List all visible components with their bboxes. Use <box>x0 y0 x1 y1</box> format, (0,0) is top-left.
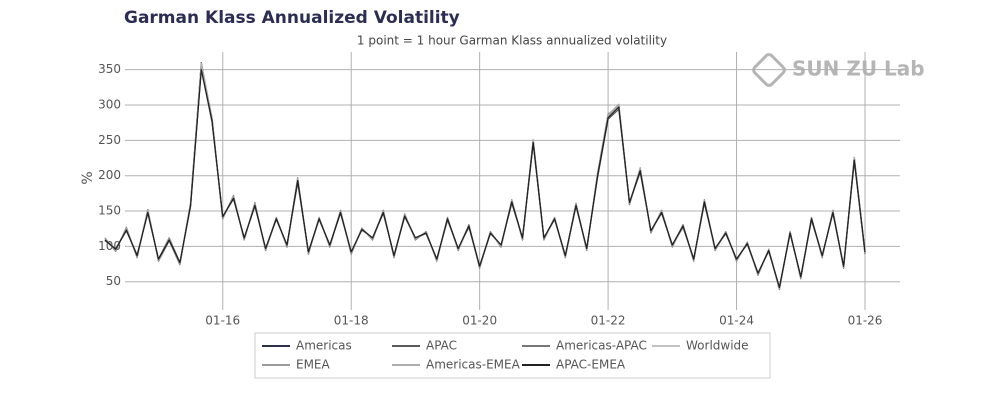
x-tick-label: 01-24 <box>719 314 754 328</box>
y-tick-label: 250 <box>98 133 121 147</box>
y-tick-label: 50 <box>106 274 121 288</box>
y-axis-label: % <box>80 171 96 184</box>
legend-label: Worldwide <box>686 339 749 353</box>
chart-title: Garman Klass Annualized Volatility <box>124 8 460 28</box>
legend-label: Americas-APAC <box>556 339 647 353</box>
y-tick-label: 350 <box>98 62 121 76</box>
y-tick-label: 150 <box>98 204 121 218</box>
legend-label: Americas <box>296 339 352 353</box>
x-tick-label: 01-22 <box>591 314 626 328</box>
y-tick-label: 300 <box>98 98 121 112</box>
x-tick-label: 01-16 <box>205 314 240 328</box>
legend-label: APAC <box>426 339 457 353</box>
watermark-logo <box>752 53 786 87</box>
series-line <box>104 69 866 289</box>
watermark: SUN ZU Lab <box>792 57 925 81</box>
x-tick-label: 01-20 <box>462 314 497 328</box>
x-tick-label: 01-26 <box>848 314 883 328</box>
legend-box <box>254 332 771 379</box>
legend-label: APAC-EMEA <box>556 358 626 372</box>
x-tick-label: 01-18 <box>334 314 369 328</box>
y-tick-label: 200 <box>98 168 121 182</box>
legend-label: Americas-EMEA <box>426 358 521 372</box>
chart-subtitle: 1 point = 1 hour Garman Klass annualized… <box>357 34 667 48</box>
legend-label: EMEA <box>296 358 331 372</box>
